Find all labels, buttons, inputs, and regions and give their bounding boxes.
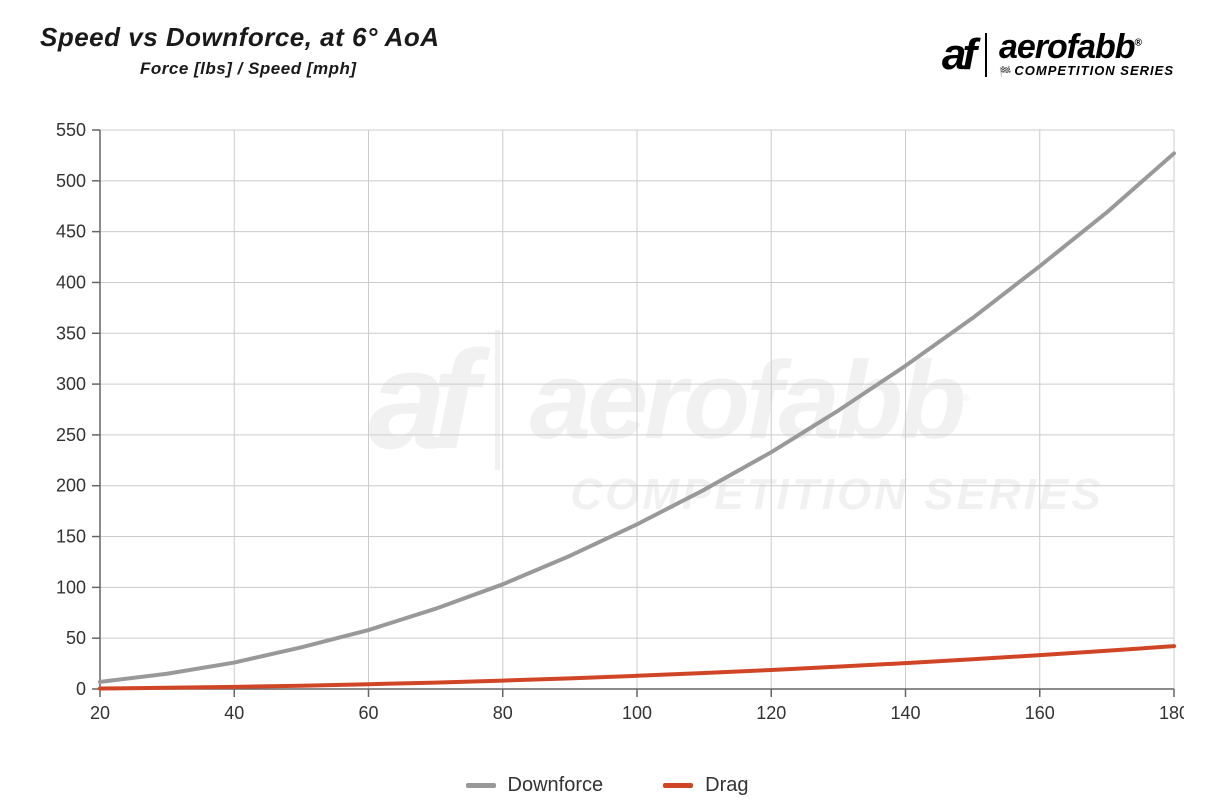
x-tick-label: 100 — [622, 703, 652, 723]
logo-subtitle: COMPETITION SERIES — [999, 63, 1174, 78]
title-block: Speed vs Downforce, at 6° AoA Force [lbs… — [40, 22, 440, 79]
chart-area: 20 40 60 80 100 120 140 160 180 0 50 100 150 200 250 30… — [40, 120, 1184, 769]
x-tick-label: 140 — [890, 703, 920, 723]
y-tick-label: 250 — [56, 425, 86, 445]
x-tick-label: 60 — [358, 703, 378, 723]
y-tick-label: 500 — [56, 171, 86, 191]
y-tick-label: 0 — [76, 679, 86, 699]
legend-item: Downforce — [466, 774, 604, 797]
x-tick-label: 160 — [1025, 703, 1055, 723]
x-tick-label: 120 — [756, 703, 786, 723]
logo-mark: af — [942, 33, 987, 77]
legend-item: Drag — [663, 774, 748, 797]
y-tick-label: 450 — [56, 222, 86, 242]
registered-icon: ® — [1135, 38, 1141, 49]
y-tick-label: 100 — [56, 577, 86, 597]
x-tick-label: 80 — [493, 703, 513, 723]
y-tick-label: 200 — [56, 476, 86, 496]
brand-logo: af aerofabb® COMPETITION SERIES — [942, 32, 1174, 78]
x-tick-label: 20 — [90, 703, 110, 723]
logo-text: aerofabb® COMPETITION SERIES — [987, 32, 1174, 78]
y-tick-label: 50 — [66, 628, 86, 648]
line-chart: 20 40 60 80 100 120 140 160 180 0 50 100 150 200 250 30… — [40, 120, 1184, 769]
header: Speed vs Downforce, at 6° AoA Force [lbs… — [0, 22, 1214, 102]
legend-swatch — [663, 783, 693, 788]
legend-swatch — [466, 783, 496, 788]
y-tick-label: 300 — [56, 374, 86, 394]
legend: Downforce Drag — [0, 774, 1214, 797]
y-tick-label: 150 — [56, 527, 86, 547]
y-tick-label: 400 — [56, 272, 86, 292]
chart-title: Speed vs Downforce, at 6° AoA — [40, 22, 440, 53]
logo-name: aerofabb® — [999, 32, 1174, 63]
y-tick-label: 350 — [56, 323, 86, 343]
x-tick-label: 180 — [1159, 703, 1184, 723]
chart-subtitle: Force [lbs] / Speed [mph] — [140, 59, 440, 79]
y-tick-label: 550 — [56, 120, 86, 140]
legend-label: Drag — [705, 774, 748, 797]
legend-label: Downforce — [508, 774, 604, 797]
x-tick-label: 40 — [224, 703, 244, 723]
